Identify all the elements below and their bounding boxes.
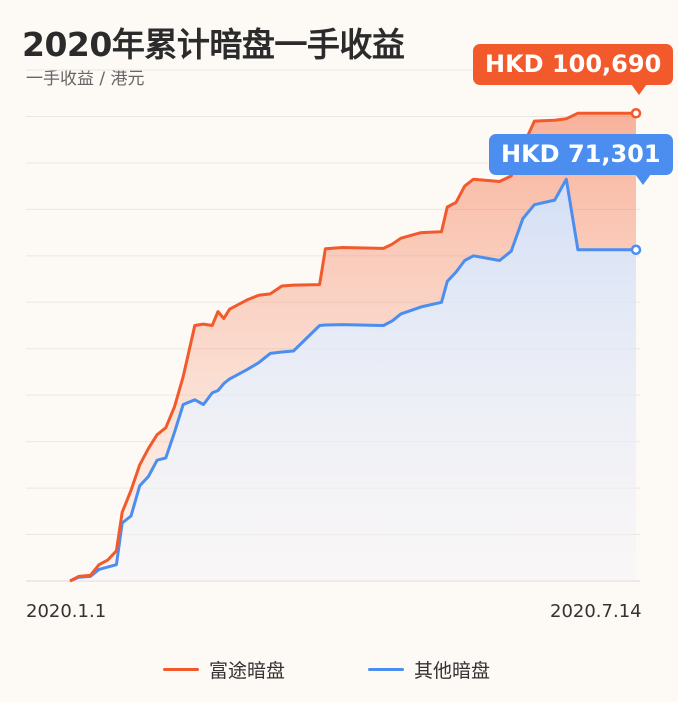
futu-end-point (630, 107, 642, 119)
chart-title: 2020年累计暗盘一手收益 (22, 25, 405, 64)
futu-line (69, 111, 636, 583)
others-area (70, 179, 636, 581)
x-tick-start: 2020.1.1 (26, 601, 107, 622)
futu-value-callout: HKD 100,690 (473, 44, 674, 95)
chart-svg (26, 69, 642, 583)
others-end-point (630, 244, 642, 256)
x-tick-end: 2020.7.14 (550, 601, 642, 622)
legend-swatch-others (368, 668, 404, 671)
legend-label-others: 其他暗盘 (414, 660, 491, 682)
others-value-callout: HKD 71,301 (489, 134, 673, 185)
others-line (69, 177, 636, 583)
legend-item-others: 其他暗盘 (368, 656, 490, 683)
chart-subtitle: 一手收益 / 港元 (26, 69, 145, 89)
legend-label-futu: 富途暗盘 (209, 660, 286, 682)
legend-item-futu: 富途暗盘 (163, 656, 285, 683)
futu-area (70, 113, 636, 581)
legend-swatch-futu (163, 668, 199, 671)
